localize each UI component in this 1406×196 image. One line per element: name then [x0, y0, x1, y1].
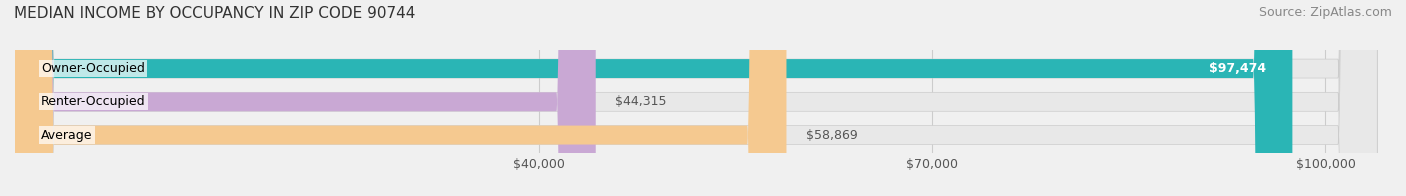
FancyBboxPatch shape: [15, 0, 786, 196]
Text: $44,315: $44,315: [616, 95, 666, 108]
FancyBboxPatch shape: [15, 0, 1378, 196]
Text: Source: ZipAtlas.com: Source: ZipAtlas.com: [1258, 6, 1392, 19]
FancyBboxPatch shape: [15, 0, 1378, 196]
Text: Owner-Occupied: Owner-Occupied: [41, 62, 145, 75]
Text: $58,869: $58,869: [806, 129, 858, 142]
Text: Renter-Occupied: Renter-Occupied: [41, 95, 146, 108]
Text: MEDIAN INCOME BY OCCUPANCY IN ZIP CODE 90744: MEDIAN INCOME BY OCCUPANCY IN ZIP CODE 9…: [14, 6, 415, 21]
Text: $97,474: $97,474: [1209, 62, 1267, 75]
FancyBboxPatch shape: [15, 0, 1292, 196]
Text: Average: Average: [41, 129, 93, 142]
FancyBboxPatch shape: [15, 0, 596, 196]
FancyBboxPatch shape: [15, 0, 1378, 196]
